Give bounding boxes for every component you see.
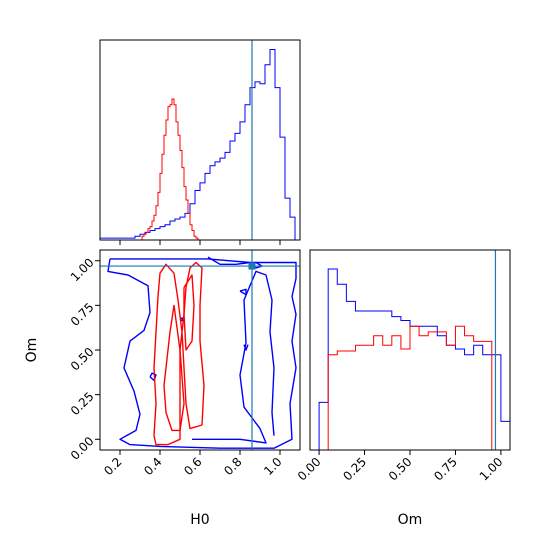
x-axis-label-h0: H0: [190, 512, 209, 528]
histogram-series-series-b: [140, 98, 200, 240]
contour-line-series-b: [163, 304, 185, 432]
truth-marker: [248, 262, 256, 270]
contour-line-series-a: [107, 258, 297, 449]
x-axis-label-om: Om: [398, 512, 423, 528]
plot-area: [310, 250, 510, 450]
contour-line-series-a: [192, 270, 275, 444]
y-axis-label-om: Om: [24, 338, 40, 363]
contour-line-series-b: [183, 274, 195, 351]
contour-line-series-a: [207, 256, 251, 265]
contour-line-series-a: [243, 344, 249, 351]
plot-area: [100, 40, 300, 240]
histogram-series-series-a: [100, 49, 300, 240]
contour-line-series-a: [149, 372, 157, 382]
panel-h0-histogram: [99, 39, 301, 245]
plot-area: [100, 250, 300, 450]
contour-line-series-a: [239, 288, 247, 296]
contour-line-series-b: [153, 261, 205, 446]
histogram-series-series-b: [310, 325, 510, 450]
